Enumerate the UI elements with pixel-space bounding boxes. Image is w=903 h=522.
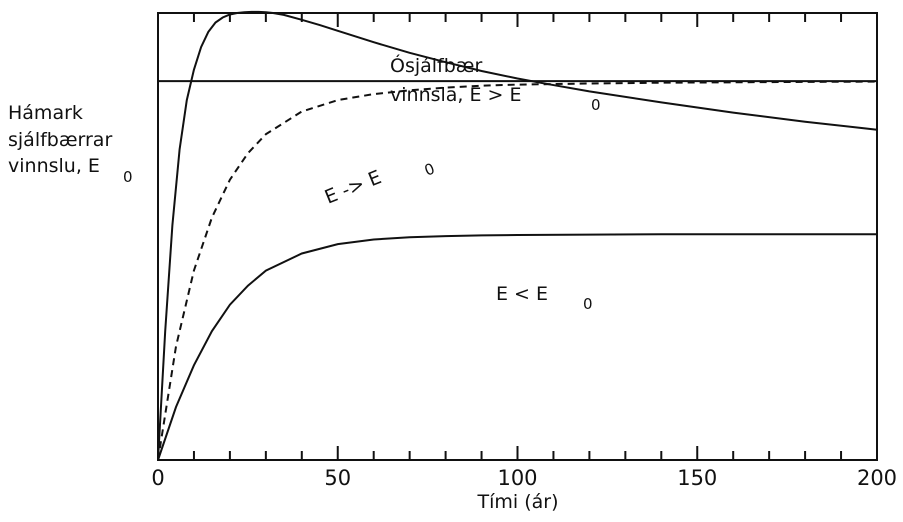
annotation-under: E < E <box>496 283 548 305</box>
x-tick-label: 100 <box>497 466 537 490</box>
tick-marks <box>192 13 843 460</box>
annotation-overuse-line-2: vinnsla, E > E <box>390 84 522 106</box>
annotation-under-subscript: 0 <box>583 295 593 313</box>
series-group <box>157 10 878 461</box>
x-tick-label: 150 <box>677 466 717 490</box>
y-label-line-2: sjálfbærrar <box>8 129 112 151</box>
x-tick-label: 0 <box>151 466 164 490</box>
annotation-overuse-line-1: Ósjálfbær <box>390 53 482 77</box>
x-tick-labels: 0 50 100 150 200 <box>151 466 897 490</box>
annotation-overuse-subscript: 0 <box>591 96 601 114</box>
series-line-3 <box>157 233 877 461</box>
x-tick-label: 200 <box>857 466 897 490</box>
annotation-converge: E -> E <box>322 166 385 208</box>
y-label-subscript: 0 <box>123 168 133 186</box>
y-label-line-1: Hámark <box>8 102 83 124</box>
y-label-line-3: vinnslu, E <box>8 155 100 177</box>
x-axis-title: Tími (ár) <box>477 491 559 513</box>
plot-frame <box>157 12 878 461</box>
annotation-converge-subscript: 0 <box>422 159 438 179</box>
x-tick-label: 50 <box>324 466 351 490</box>
series-line-1 <box>157 10 878 461</box>
